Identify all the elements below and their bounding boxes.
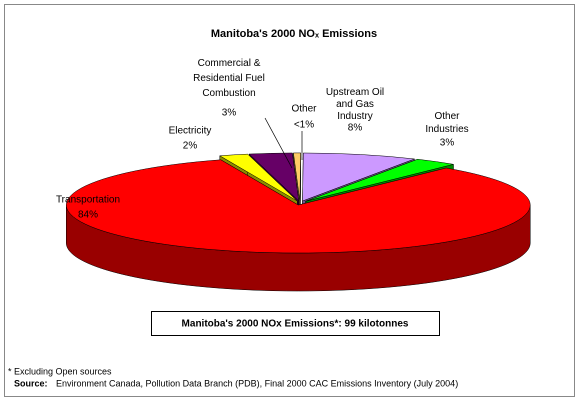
slice-top [248,152,300,202]
chart-title: Manitoba's 2000 NOₓ Emissions [211,28,377,40]
footnote: * Excluding Open sources [8,366,112,376]
leader-line [264,117,293,169]
pie [66,152,531,292]
slice-value-label: 84% [78,210,98,221]
source-label: Source: [14,378,48,388]
slice-value-label: 2% [183,141,198,152]
slice-label: Other Industries [425,111,468,135]
slice-value-label: 8% [348,123,363,134]
slice-label: Transportation [56,195,120,206]
slice-label: Upstream Oil and Gas Industry [326,87,384,122]
slice-value-label: 3% [222,108,237,119]
slice-top [218,153,298,202]
summary: Manitoba's 2000 NOx Emissions*: 99 kilot… [182,319,409,330]
slice [66,159,531,292]
slice-top [305,158,454,202]
slice-label: Electricity [169,126,212,137]
slice-top [302,152,415,202]
source: Environment Canada, Pollution Data Branc… [56,378,458,388]
slice-label: Commercial & Residential Fuel Combustion [193,58,265,99]
slice-value-label: 3% [440,138,455,149]
slice-label: Other [291,104,317,115]
summary-box [151,311,440,336]
slice-top [66,159,531,254]
slice-top [293,152,301,201]
slice-value-label: <1% [294,120,314,131]
